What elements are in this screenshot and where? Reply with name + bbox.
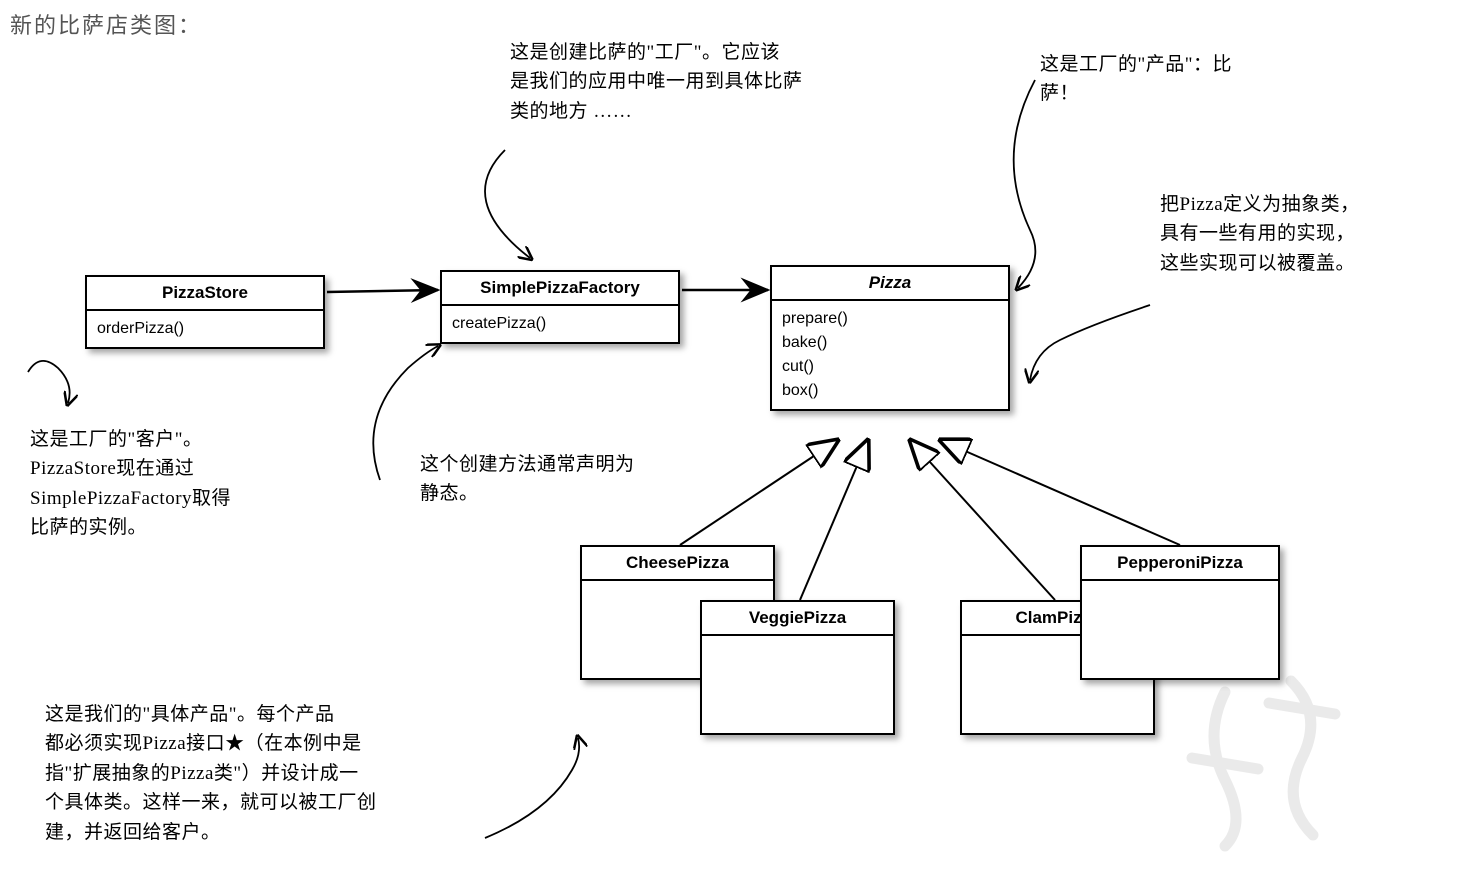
class-cheesepizza-name: CheesePizza xyxy=(582,547,773,581)
curve-client xyxy=(28,361,70,403)
curve-concrete xyxy=(485,738,579,838)
class-pepperonipizza: PepperoniPizza xyxy=(1080,545,1280,680)
class-pepperonipizza-body xyxy=(1082,581,1278,593)
method: orderPizza() xyxy=(97,317,313,341)
curve-abstract xyxy=(1030,305,1150,380)
inherit-pepperoni xyxy=(940,440,1180,545)
class-pizzastore: PizzaStore orderPizza() xyxy=(85,275,325,349)
class-pizzastore-name: PizzaStore xyxy=(87,277,323,311)
class-pizza: Pizza prepare() bake() cut() box() xyxy=(770,265,1010,411)
inherit-cheese xyxy=(680,440,838,545)
method: bake() xyxy=(782,331,998,355)
method: prepare() xyxy=(782,307,998,331)
class-simplepizzafactory-methods: createPizza() xyxy=(442,306,678,342)
annotation-static: 这个创建方法通常声明为静态。 xyxy=(420,450,700,509)
annotation-product: 这是工厂的"产品"：比萨！ xyxy=(1040,50,1340,109)
annotation-client: 这是工厂的"客户"。PizzaStore现在通过SimplePizzaFacto… xyxy=(30,425,310,543)
inherit-veggie xyxy=(800,440,868,600)
class-veggiepizza-body xyxy=(702,636,893,648)
class-cheesepizza-body xyxy=(582,581,773,593)
curve-product xyxy=(1014,80,1036,288)
class-pizzastore-methods: orderPizza() xyxy=(87,311,323,347)
class-pizza-name: Pizza xyxy=(772,267,1008,301)
class-veggiepizza: VeggiePizza xyxy=(700,600,895,735)
method: createPizza() xyxy=(452,312,668,336)
class-simplepizzafactory: SimplePizzaFactory createPizza() xyxy=(440,270,680,344)
method: box() xyxy=(782,379,998,403)
annotation-concrete: 这是我们的"具体产品"。每个产品都必须实现Pizza接口★（在本例中是指"扩展抽… xyxy=(45,700,485,847)
curve-factory xyxy=(485,150,530,258)
method: cut() xyxy=(782,355,998,379)
annotation-abstract: 把Pizza定义为抽象类，具有一些有用的实现，这些实现可以被覆盖。 xyxy=(1160,190,1450,278)
class-simplepizzafactory-name: SimplePizzaFactory xyxy=(442,272,678,306)
annotation-factory: 这是创建比萨的"工厂"。它应该是我们的应用中唯一用到具体比萨类的地方 …… xyxy=(510,38,870,126)
class-pizza-methods: prepare() bake() cut() box() xyxy=(772,301,1008,409)
class-pepperonipizza-name: PepperoniPizza xyxy=(1082,547,1278,581)
diagram-title: 新的比萨店类图： xyxy=(10,8,202,40)
arrow-store-to-factory xyxy=(327,290,438,292)
class-veggiepizza-name: VeggiePizza xyxy=(702,602,893,636)
inherit-clam xyxy=(910,440,1055,600)
